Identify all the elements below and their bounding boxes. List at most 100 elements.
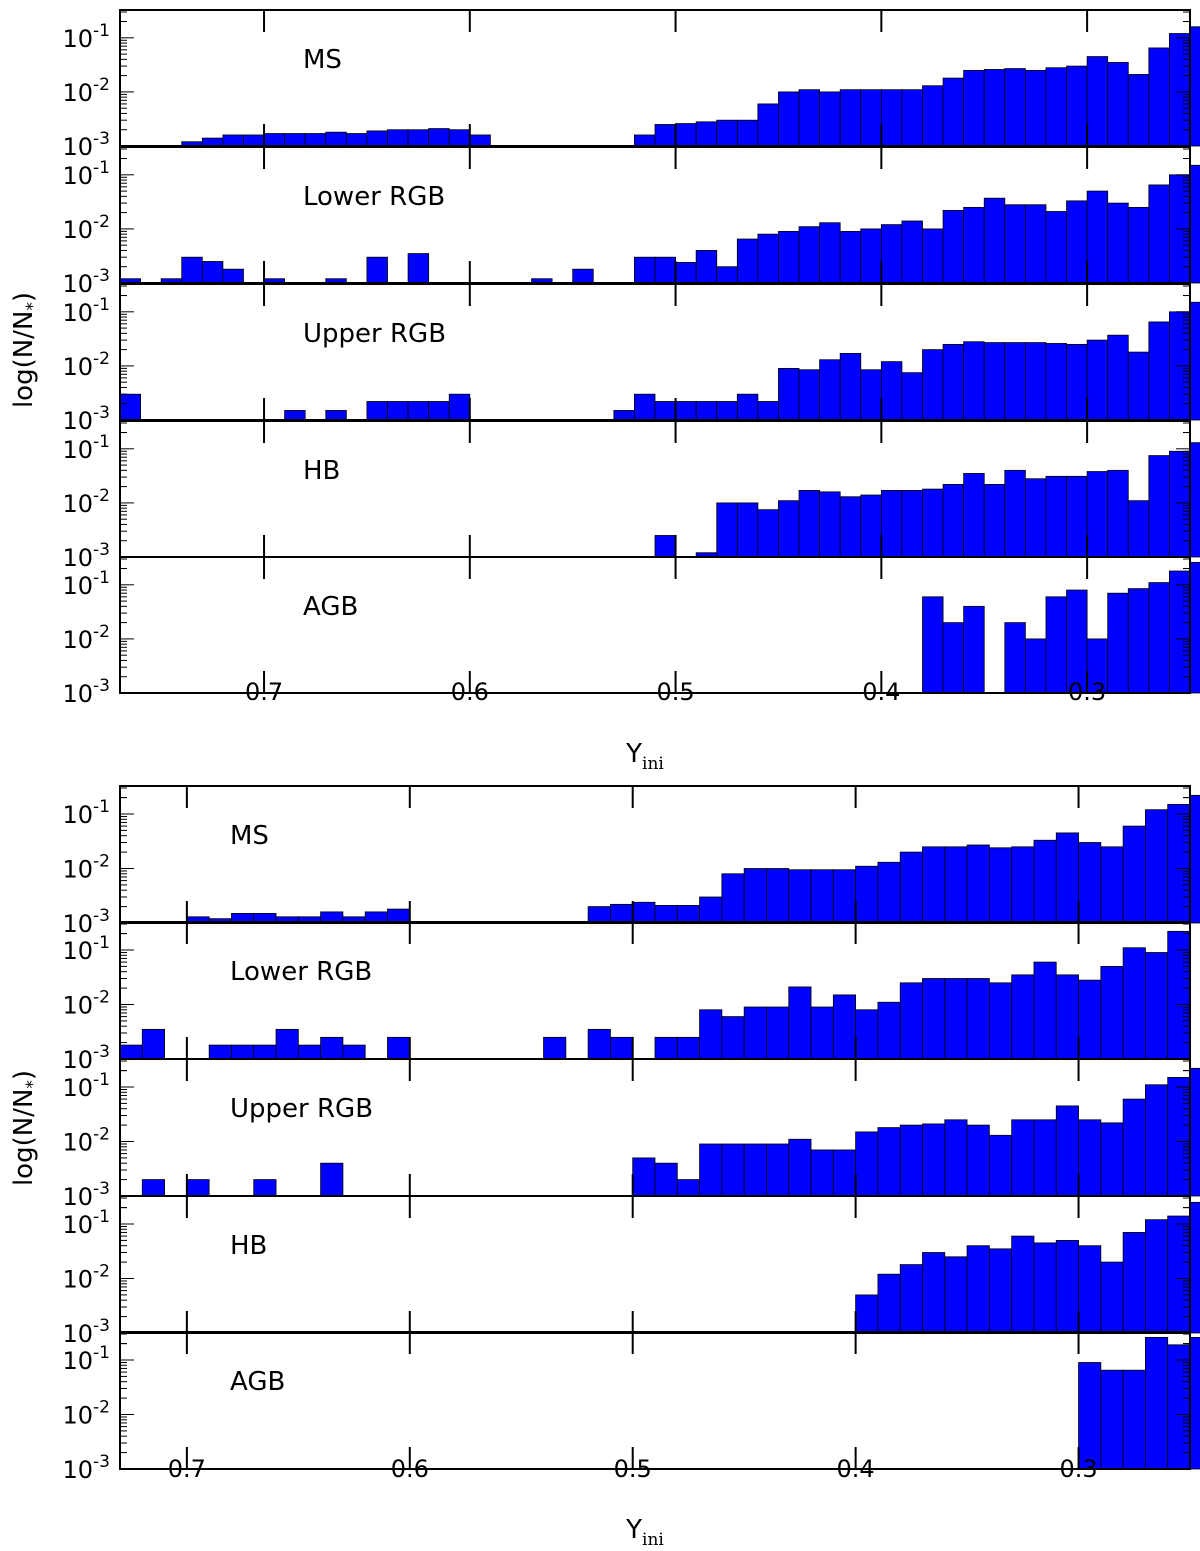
bar xyxy=(819,491,841,558)
bar xyxy=(899,1264,923,1334)
y-tick-label: 10-3 xyxy=(63,540,111,572)
bar xyxy=(988,847,1013,924)
panel-ms: 10-3 10-2 10-1 MS xyxy=(63,9,1200,161)
bar xyxy=(141,1028,165,1060)
bar xyxy=(654,1162,678,1197)
bar xyxy=(922,978,946,1060)
bar xyxy=(855,865,879,924)
x-axis-label: Yini xyxy=(625,739,664,774)
bar xyxy=(766,868,790,924)
bar xyxy=(736,238,759,284)
bar xyxy=(201,261,224,284)
bar xyxy=(1189,442,1200,558)
bar xyxy=(944,846,968,924)
bar xyxy=(716,502,738,558)
bar xyxy=(736,119,759,147)
bar xyxy=(676,1036,700,1060)
panel-label: Upper RGB xyxy=(230,1094,373,1124)
bar xyxy=(963,473,985,558)
bar xyxy=(1167,1215,1191,1334)
bar xyxy=(1148,321,1170,421)
bar xyxy=(1107,202,1129,284)
bar xyxy=(855,1009,879,1060)
bar xyxy=(1127,206,1150,284)
bar xyxy=(448,393,471,421)
bar xyxy=(855,1131,879,1197)
bar xyxy=(963,69,985,147)
bar xyxy=(610,903,634,924)
bar xyxy=(1024,204,1047,284)
bar xyxy=(1086,190,1109,284)
y-tick-label: 10-3 xyxy=(63,1179,111,1211)
bar xyxy=(922,228,944,284)
panel-label: MS xyxy=(303,45,342,75)
bar xyxy=(1107,334,1129,421)
bar xyxy=(942,343,965,421)
bar xyxy=(860,494,882,558)
y-axis-label: log(N/N*) xyxy=(9,1070,43,1186)
bar xyxy=(1066,65,1088,147)
bar xyxy=(819,359,841,421)
bar xyxy=(284,133,306,147)
y-tick-label: 10-2 xyxy=(63,1398,111,1430)
bar xyxy=(1011,974,1035,1060)
y-tick-label: 10-3 xyxy=(63,1316,111,1348)
bar xyxy=(832,994,857,1060)
bar xyxy=(428,401,450,421)
bar xyxy=(798,89,821,147)
bar xyxy=(1122,1098,1146,1197)
bar xyxy=(880,490,903,558)
y-tick-label: 10-1 xyxy=(63,1070,111,1102)
bar xyxy=(222,134,244,147)
panel-label: Lower RGB xyxy=(303,182,445,212)
x-tick-label: 0.4 xyxy=(862,678,900,706)
bar xyxy=(1169,33,1191,147)
bar xyxy=(1107,469,1129,558)
bar xyxy=(922,488,944,558)
bar xyxy=(721,1143,745,1197)
y-tick-label: 10-3 xyxy=(63,129,111,161)
bar xyxy=(1189,561,1200,694)
bar xyxy=(654,256,676,284)
x-tick-label: 0.5 xyxy=(614,1455,652,1483)
bar xyxy=(1045,596,1067,694)
bar xyxy=(1100,1369,1124,1470)
bar xyxy=(899,1124,923,1197)
bar xyxy=(208,1044,232,1060)
bar xyxy=(788,986,812,1060)
bar xyxy=(181,256,203,284)
bar xyxy=(901,89,923,147)
bar xyxy=(387,908,411,924)
bar xyxy=(839,89,862,147)
bar xyxy=(942,483,965,558)
y-tick-label: 10-2 xyxy=(63,1262,111,1294)
x-tick-label: 0.3 xyxy=(1068,678,1106,706)
bar xyxy=(788,869,812,924)
panel-label: MS xyxy=(230,821,269,851)
bar xyxy=(832,869,857,924)
bar xyxy=(757,103,779,147)
panel-label: Lower RGB xyxy=(230,957,372,987)
bar xyxy=(1122,1369,1146,1470)
y-tick-label: 10-1 xyxy=(63,432,111,464)
bar xyxy=(342,1044,366,1060)
bar xyxy=(325,131,347,147)
bar xyxy=(798,226,821,284)
bar xyxy=(988,1134,1013,1197)
bar xyxy=(325,410,347,421)
bar xyxy=(1045,475,1067,558)
bar xyxy=(695,250,718,284)
bar xyxy=(699,1143,723,1197)
panel-label: AGB xyxy=(303,592,358,622)
bar xyxy=(1127,74,1150,147)
y-tick-label: 10-1 xyxy=(63,158,111,190)
bar xyxy=(880,361,903,421)
bar xyxy=(1127,588,1150,694)
bar xyxy=(721,1016,745,1060)
bar xyxy=(275,1028,299,1060)
bar xyxy=(922,596,944,694)
y-tick-label: 10-1 xyxy=(63,21,111,53)
panel-label: HB xyxy=(230,1231,267,1261)
x-tick-label: 0.6 xyxy=(451,678,489,706)
